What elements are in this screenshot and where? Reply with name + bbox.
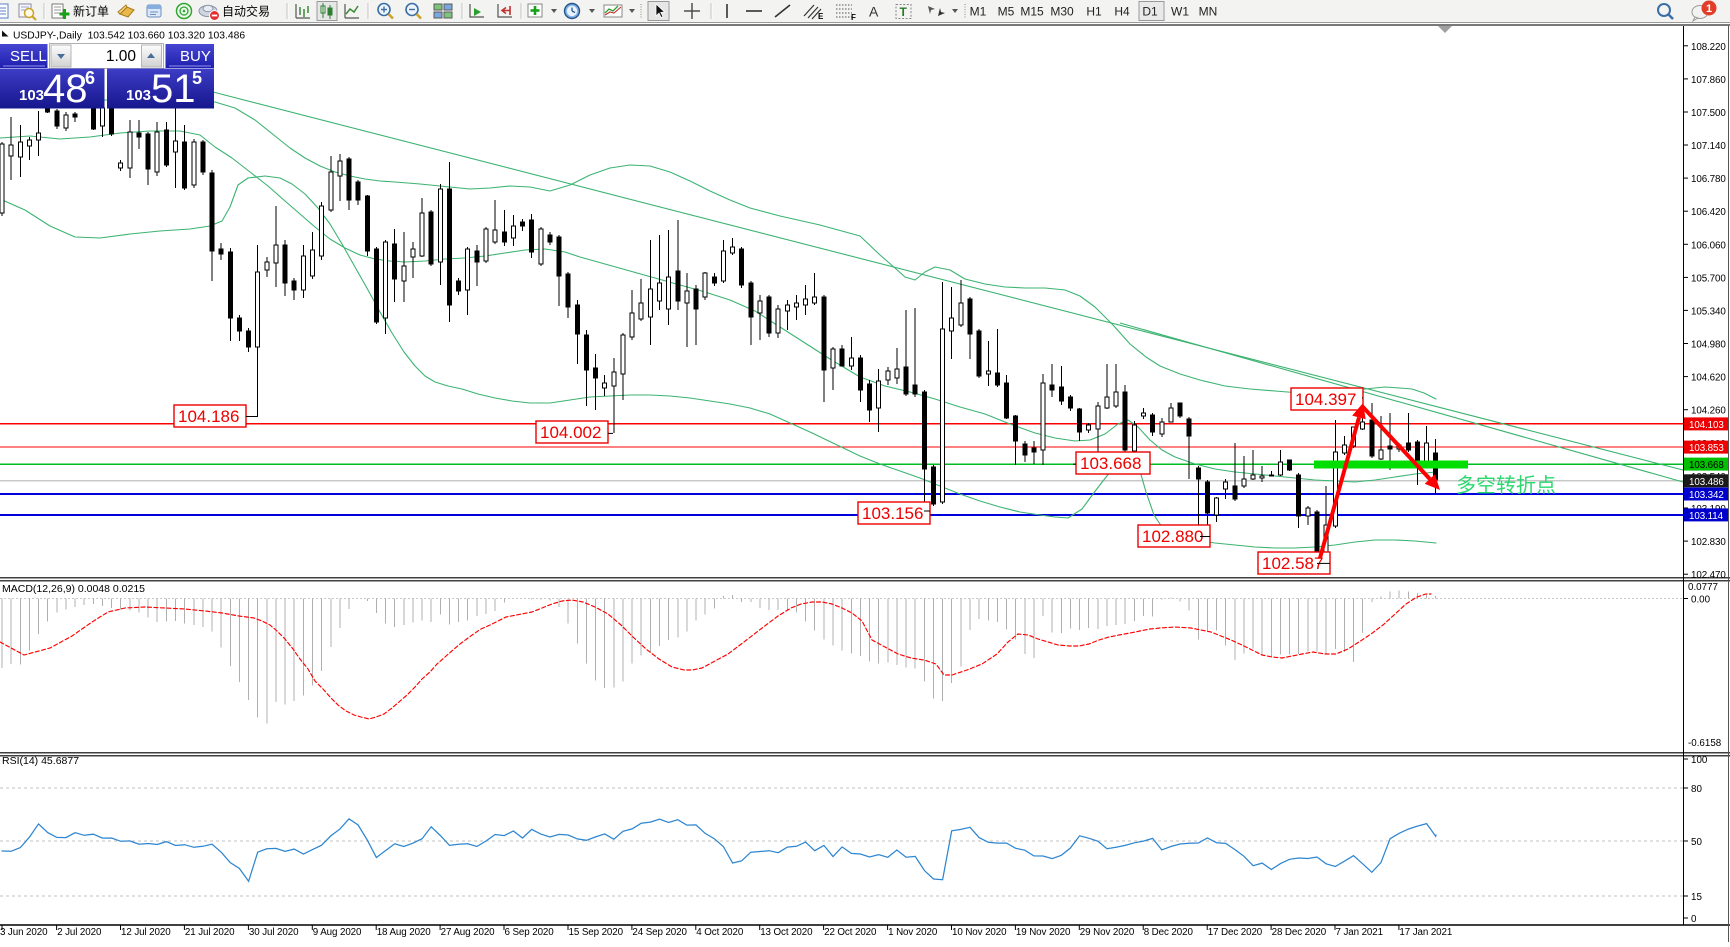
svg-text:21 Jul 2020: 21 Jul 2020: [185, 927, 235, 938]
svg-text:1 Nov 2020: 1 Nov 2020: [888, 927, 938, 938]
svg-text:USDJPY-,Daily 103.542 103.660: USDJPY-,Daily 103.542 103.660 103.320 10…: [13, 31, 245, 42]
svg-text:17 Jan 2021: 17 Jan 2021: [1399, 927, 1452, 938]
svg-text:29 Nov 2020: 29 Nov 2020: [1080, 927, 1135, 938]
svg-text:107.500: 107.500: [1691, 108, 1726, 119]
svg-text:104.980: 104.980: [1691, 340, 1726, 351]
svg-text:MN: MN: [1199, 5, 1218, 19]
svg-text:100: 100: [1691, 755, 1708, 766]
svg-text:13 Oct 2020: 13 Oct 2020: [760, 927, 813, 938]
svg-text:17 Dec 2020: 17 Dec 2020: [1208, 927, 1263, 938]
svg-text:103.486: 103.486: [1689, 477, 1724, 488]
svg-text:E: E: [818, 12, 824, 21]
svg-text:10 Nov 2020: 10 Nov 2020: [952, 927, 1007, 938]
svg-text:M5: M5: [998, 5, 1015, 19]
svg-text:50: 50: [1691, 837, 1702, 848]
svg-text:H1: H1: [1086, 5, 1102, 19]
svg-text:19 Nov 2020: 19 Nov 2020: [1016, 927, 1071, 938]
svg-text:自动交易: 自动交易: [222, 4, 270, 19]
svg-text:T: T: [900, 5, 908, 19]
svg-text:23 Jun 2020: 23 Jun 2020: [0, 927, 48, 938]
svg-text:1: 1: [1706, 3, 1712, 15]
svg-text:28 Dec 2020: 28 Dec 2020: [1272, 927, 1327, 938]
svg-text:0.0777: 0.0777: [1688, 582, 1718, 593]
svg-text:8 Dec 2020: 8 Dec 2020: [1144, 927, 1194, 938]
svg-text:103: 103: [126, 87, 151, 104]
svg-text:A: A: [869, 4, 879, 20]
svg-text:103.342: 103.342: [1689, 490, 1724, 501]
svg-text:51: 51: [151, 67, 196, 111]
svg-text:D1: D1: [1142, 5, 1158, 19]
svg-text:2 Jul 2020: 2 Jul 2020: [57, 927, 102, 938]
svg-text:M1: M1: [970, 5, 987, 19]
svg-text:103.114: 103.114: [1689, 511, 1724, 522]
svg-text:104.260: 104.260: [1691, 406, 1726, 417]
svg-text:0.00: 0.00: [1691, 595, 1711, 606]
svg-text:22 Oct 2020: 22 Oct 2020: [824, 927, 877, 938]
svg-text:103.668: 103.668: [1080, 454, 1141, 473]
svg-text:107.860: 107.860: [1691, 75, 1726, 86]
svg-text:15: 15: [1691, 892, 1702, 903]
svg-text:F: F: [851, 13, 856, 22]
svg-text:5: 5: [192, 68, 202, 88]
svg-text:105.340: 105.340: [1691, 306, 1726, 317]
svg-text:80: 80: [1691, 784, 1702, 795]
svg-text:105.700: 105.700: [1691, 273, 1726, 284]
svg-text:15 Sep 2020: 15 Sep 2020: [569, 927, 624, 938]
svg-text:102.880: 102.880: [1142, 527, 1203, 546]
svg-text:SELL: SELL: [10, 48, 47, 65]
svg-text:103.853: 103.853: [1689, 443, 1724, 454]
svg-text:M15: M15: [1020, 5, 1044, 19]
svg-text:6: 6: [85, 68, 95, 88]
svg-text:103.156: 103.156: [862, 504, 923, 523]
svg-text:1.00: 1.00: [106, 48, 137, 65]
svg-text:6 Sep 2020: 6 Sep 2020: [505, 927, 555, 938]
svg-text:18 Aug 2020: 18 Aug 2020: [377, 927, 432, 938]
svg-text:0: 0: [1691, 914, 1697, 925]
svg-text:RSI(14) 45.6877: RSI(14) 45.6877: [2, 755, 79, 767]
svg-text:W1: W1: [1171, 5, 1189, 19]
svg-text:106.060: 106.060: [1691, 240, 1726, 251]
svg-text:H4: H4: [1114, 5, 1130, 19]
svg-text:30 Jul 2020: 30 Jul 2020: [249, 927, 299, 938]
svg-text:多空转折点: 多空转折点: [1456, 474, 1556, 497]
svg-text:107.140: 107.140: [1691, 141, 1726, 152]
svg-text:48: 48: [43, 67, 88, 111]
svg-text:108.220: 108.220: [1691, 42, 1726, 53]
svg-text:104.397: 104.397: [1295, 390, 1356, 409]
svg-text:104.620: 104.620: [1691, 373, 1726, 384]
svg-text:4 Oct 2020: 4 Oct 2020: [696, 927, 744, 938]
svg-text:106.780: 106.780: [1691, 174, 1726, 185]
svg-text:104.002: 104.002: [540, 423, 601, 442]
svg-text:104.186: 104.186: [178, 407, 239, 426]
svg-text:BUY: BUY: [180, 48, 211, 65]
svg-text:9 Aug 2020: 9 Aug 2020: [313, 927, 362, 938]
svg-text:新订单: 新订单: [73, 4, 109, 19]
svg-text:102.470: 102.470: [1691, 570, 1726, 581]
svg-text:103.668: 103.668: [1689, 460, 1724, 471]
svg-text:103: 103: [19, 87, 44, 104]
svg-text:27 Aug 2020: 27 Aug 2020: [441, 927, 496, 938]
svg-text:-0.6158: -0.6158: [1688, 738, 1722, 749]
svg-text:102.587: 102.587: [1262, 554, 1323, 573]
svg-text:102.830: 102.830: [1691, 537, 1726, 548]
svg-text:106.420: 106.420: [1691, 207, 1726, 218]
svg-text:M30: M30: [1050, 5, 1074, 19]
svg-text:24 Sep 2020: 24 Sep 2020: [632, 927, 687, 938]
svg-text:7 Jan 2021: 7 Jan 2021: [1336, 927, 1383, 938]
svg-text:104.103: 104.103: [1689, 420, 1724, 431]
svg-text:MACD(12,26,9) 0.0048 0.0215: MACD(12,26,9) 0.0048 0.0215: [2, 583, 145, 595]
svg-text:12 Jul 2020: 12 Jul 2020: [121, 927, 171, 938]
